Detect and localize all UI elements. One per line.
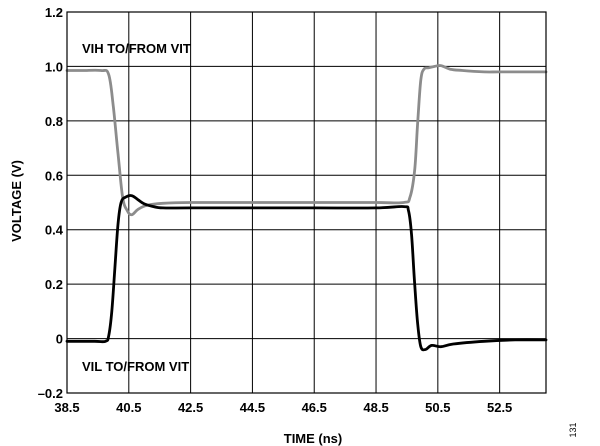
y-tick-label: 0 [56,332,63,347]
x-tick-label: 48.5 [363,400,388,415]
y-tick-label: 1.2 [45,5,63,20]
annotation-vih: VIH TO/FROM VIT [82,41,191,56]
series-group [65,64,548,352]
y-tick-label: –0.2 [38,386,63,401]
x-tick-label: 46.5 [302,400,327,415]
x-tick-label: 38.5 [54,400,79,415]
plot-frame [66,11,547,394]
y-axis-ticks: –0.2 0 0.2 0.4 0.6 0.8 1.0 1.2 [38,5,64,401]
x-tick-label: 42.5 [178,400,203,415]
x-tick-label: 50.5 [425,400,450,415]
y-tick-label: 0.6 [45,168,63,183]
y-tick-label: 0.4 [45,223,64,238]
x-tick-label: 40.5 [116,400,141,415]
y-tick-label: 1.0 [45,59,63,74]
x-tick-label: 44.5 [240,400,265,415]
y-tick-label: 0.2 [45,277,63,292]
annotation-vil: VIL TO/FROM VIT [82,359,189,374]
y-axis-title: VOLTAGE (V) [9,160,24,242]
x-tick-label: 52.5 [487,400,512,415]
series-line-black [65,194,548,352]
x-axis-title: TIME (ns) [284,431,343,446]
y-tick-label: 0.8 [45,114,63,129]
series-line-gray [65,64,548,217]
figure-number: 131 [568,422,578,437]
x-axis-ticks: 38.5 40.5 42.5 44.5 46.5 48.5 50.5 52.5 [54,400,512,415]
